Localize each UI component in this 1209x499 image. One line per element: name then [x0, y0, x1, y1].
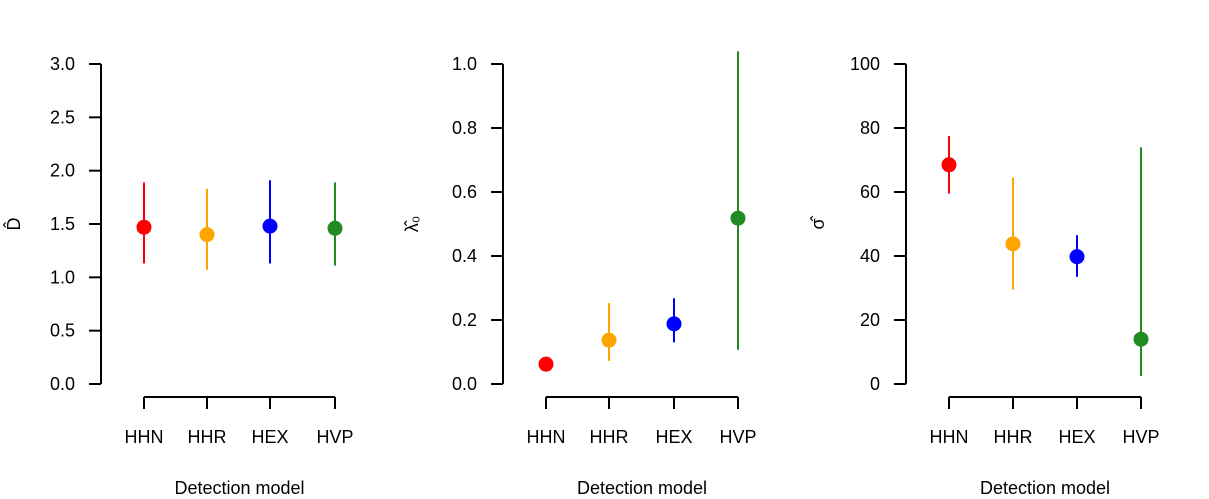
panel-3: 0 20 40 60 80 100 HHN HHR HEX HVP Detection model σ… — [808, 54, 1160, 498]
y-tick-label: 0.5 — [50, 321, 75, 341]
point-hhn — [136, 219, 152, 235]
y-tick-label: 0.0 — [50, 374, 75, 394]
x-tick-label: HVP — [719, 427, 756, 447]
point-hvp — [1133, 331, 1149, 347]
point-hhr — [1005, 236, 1021, 252]
y-tick-label: 0.6 — [452, 182, 477, 202]
point-hhn — [941, 157, 957, 173]
y-tick-label: 1.0 — [452, 54, 477, 74]
point-hhr — [199, 227, 215, 243]
point-hhn — [538, 356, 554, 372]
y-tick-label: 0.0 — [452, 374, 477, 394]
x-tick-label: HEX — [251, 427, 288, 447]
x-tick-label: HHR — [590, 427, 629, 447]
y-tick-label: 3.0 — [50, 54, 75, 74]
x-tick-label: HHN — [125, 427, 164, 447]
point-hhr — [601, 332, 617, 348]
x-tick-label: HHN — [930, 427, 969, 447]
y-axis-title: σ̂ — [808, 215, 828, 229]
y-axis-title: λ̂₀ — [402, 216, 422, 232]
x-tick-label: HEX — [655, 427, 692, 447]
x-axis-title: Detection model — [174, 478, 304, 498]
x-tick-label: HEX — [1058, 427, 1095, 447]
x-tick-label: HVP — [316, 427, 353, 447]
point-hvp — [730, 210, 746, 226]
x-tick-label: HHR — [994, 427, 1033, 447]
x-tick-label: HHR — [188, 427, 227, 447]
y-tick-label: 100 — [850, 54, 880, 74]
y-tick-label: 1.0 — [50, 267, 75, 287]
x-axis-title: Detection model — [980, 478, 1110, 498]
y-tick-label: 60 — [860, 182, 880, 202]
y-tick-label: 0.4 — [452, 246, 477, 266]
point-hex — [1069, 249, 1085, 265]
panel-1: 0.0 0.5 1.0 1.5 2.0 2.5 3.0 HHN HHR HEX HVP Detecti… — [3, 54, 353, 498]
y-tick-label: 80 — [860, 118, 880, 138]
point-hex — [262, 218, 278, 234]
y-tick-label: 20 — [860, 310, 880, 330]
y-tick-label: 0.8 — [452, 118, 477, 138]
point-hvp — [327, 220, 343, 236]
y-tick-label: 0.2 — [452, 310, 477, 330]
y-tick-label: 2.5 — [50, 107, 75, 127]
y-tick-label: 40 — [860, 246, 880, 266]
x-tick-label: HHN — [527, 427, 566, 447]
y-tick-label: 2.0 — [50, 161, 75, 181]
y-tick-label: 0 — [870, 374, 880, 394]
x-tick-label: HVP — [1122, 427, 1159, 447]
panel-2: 0.0 0.2 0.4 0.6 0.8 1.0 HHN HHR HEX HVP Detection … — [402, 51, 757, 498]
y-tick-label: 1.5 — [50, 214, 75, 234]
y-axis-title: D̂ — [3, 218, 24, 231]
x-axis-title: Detection model — [577, 478, 707, 498]
point-hex — [666, 316, 682, 332]
